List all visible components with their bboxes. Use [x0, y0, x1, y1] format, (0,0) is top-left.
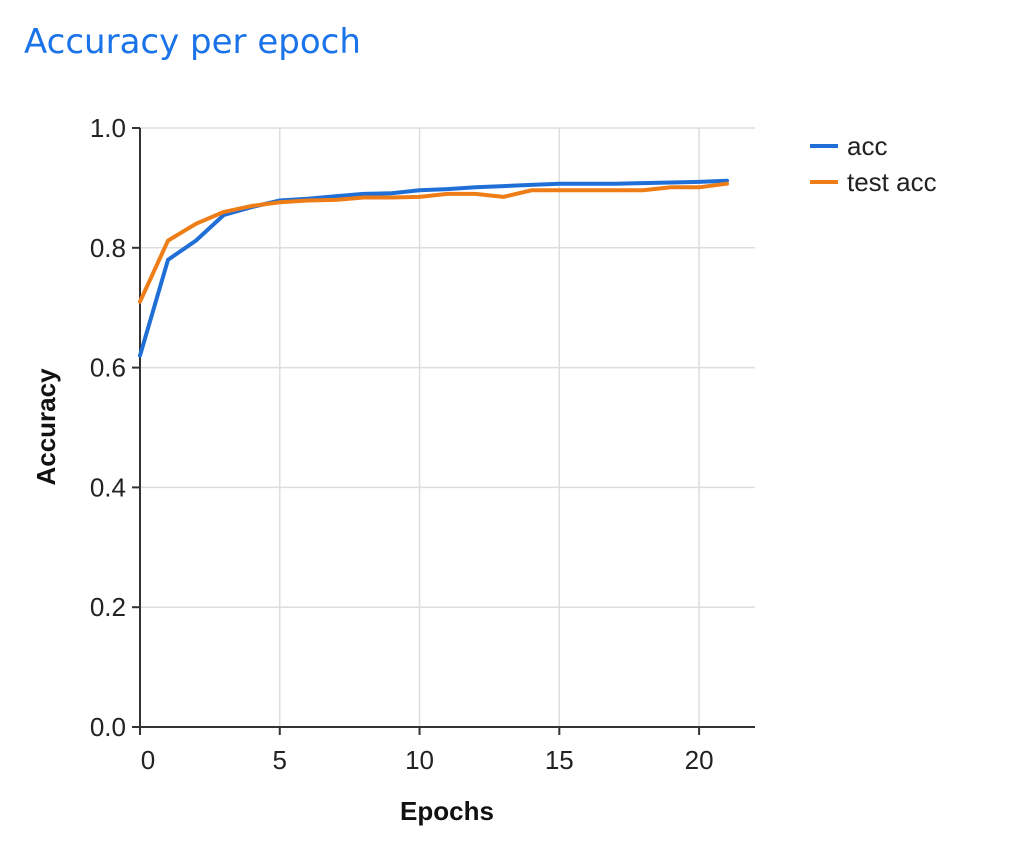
x-tick-label: 20	[685, 745, 714, 775]
legend-label: acc	[847, 131, 887, 161]
page-title: Accuracy per epoch	[24, 22, 361, 62]
x-tick-label: 10	[405, 745, 434, 775]
y-tick-label: 0.2	[90, 592, 126, 622]
tick-labels: 0.0 0.2 0.4 0.6 0.8 1.0 0 5 10 15 20	[90, 113, 714, 775]
legend-item: acc	[810, 131, 887, 161]
y-tick-label: 0.0	[90, 712, 126, 742]
series-line-acc	[138, 178, 729, 358]
chart-legend: acc test acc	[810, 131, 937, 197]
y-tick-label: 0.4	[90, 472, 126, 502]
series-lines	[138, 178, 729, 358]
legend-item: test acc	[810, 167, 937, 197]
x-axis-title: Epochs	[400, 796, 494, 826]
x-tick-label: 15	[545, 745, 574, 775]
y-tick-label: 1.0	[90, 113, 126, 143]
legend-label: test acc	[847, 167, 937, 197]
y-axis-title: Accuracy	[31, 368, 61, 486]
y-tick-label: 0.8	[90, 233, 126, 263]
y-tick-label: 0.6	[90, 353, 126, 383]
chart-axes	[132, 127, 755, 735]
grid-lines	[139, 127, 755, 727]
x-tick-label: 5	[273, 745, 287, 775]
series-line-test-acc	[138, 181, 729, 304]
x-tick-label: 0	[141, 745, 155, 775]
